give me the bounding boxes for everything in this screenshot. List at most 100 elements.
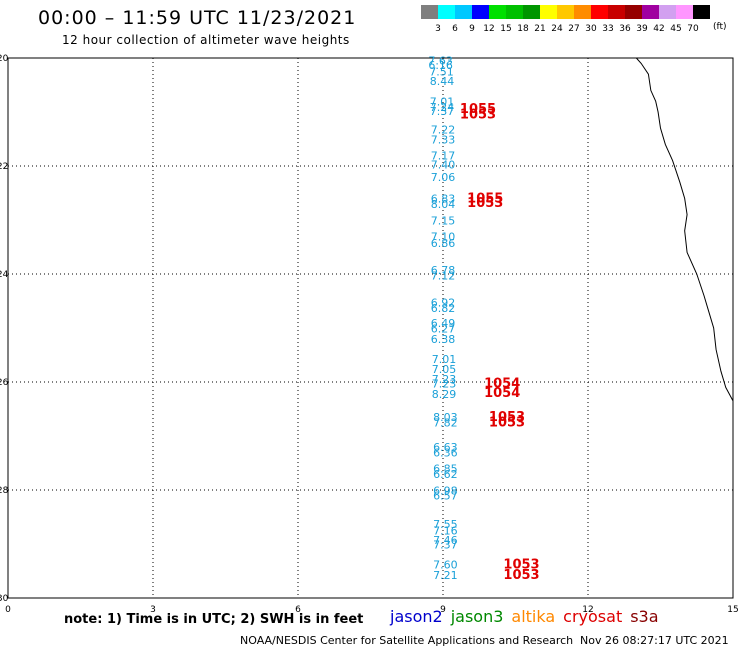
- legend-item-altika: altika: [511, 607, 556, 626]
- colorbar-swatch: [659, 5, 676, 19]
- x-tick-label: 9: [440, 605, 446, 615]
- colorbar-tick-label: 6: [452, 24, 458, 33]
- x-tick-label: 12: [582, 605, 593, 615]
- y-tick-label: -30: [0, 594, 9, 604]
- colorbar-tick-label: 15: [500, 24, 511, 33]
- colorbar-swatch: [625, 5, 642, 19]
- y-tick-label: -24: [0, 270, 9, 280]
- colorbar-swatch: [455, 5, 472, 19]
- swh-value-label: 6.92: [431, 296, 456, 309]
- swh-value-label: 7.05: [432, 363, 457, 376]
- swh-value-label: 6.98: [433, 484, 458, 497]
- swh-value-label: 7.37: [433, 538, 458, 551]
- footnote: note: 1) Time is in UTC; 2) SWH is in fe…: [64, 612, 364, 627]
- legend-item-s3a: s3a: [630, 607, 659, 626]
- swh-value-label: 6.86: [431, 237, 456, 250]
- colorbar-swatch: [523, 5, 540, 19]
- swh-value-label: 7.40: [431, 159, 456, 172]
- y-tick-label: -20: [0, 54, 9, 64]
- swh-value-label: 7.21: [433, 569, 458, 582]
- swh-value-label: 7.51: [429, 65, 454, 78]
- colorbar-tick-label: 27: [568, 24, 579, 33]
- colorbar-tick-label: 3: [435, 24, 441, 33]
- colorbar-swatch: [693, 5, 710, 19]
- swh-value-label: 7.23: [432, 373, 457, 386]
- swh-value-label: 6.16: [428, 59, 453, 72]
- swh-value-label: 7.16: [433, 524, 458, 537]
- swh-value-label: 6.36: [433, 447, 458, 460]
- colorbar-swatch: [608, 5, 625, 19]
- swh-value-label: 6.38: [431, 333, 456, 346]
- swh-value-label: 7.12: [431, 269, 456, 282]
- swh-value-label: 7.46: [433, 534, 458, 547]
- swh-value-label: 7.06: [431, 171, 456, 184]
- legend-item-jason2: jason2: [390, 607, 443, 626]
- pressure-label: 1053: [489, 415, 525, 430]
- colorbar-tick-label: 30: [585, 24, 597, 33]
- colorbar-tick-label: 9: [469, 24, 475, 33]
- swh-value-label: 7.37: [430, 105, 455, 118]
- swh-value-label: 8.04: [431, 198, 456, 211]
- swh-value-label: 8.29: [432, 388, 457, 401]
- pressure-label: 1054: [484, 376, 520, 391]
- colorbar-tick-label: 24: [551, 24, 563, 33]
- colorbar-tick-label: 21: [534, 24, 545, 33]
- swh-value-label: 6.27: [431, 322, 456, 335]
- generation-timestamp: Nov 26 08:27:17 UTC 2021: [580, 634, 729, 647]
- pressure-label: 1053: [503, 568, 539, 583]
- colorbar-swatch: [489, 5, 506, 19]
- coastline: [635, 57, 734, 402]
- swh-value-label: 6.63: [433, 441, 458, 454]
- colorbar-swatch: [421, 5, 438, 19]
- colorbar-tick-label: 45: [670, 24, 681, 33]
- legend-item-cryosat: cryosat: [563, 607, 623, 626]
- swh-value-label: 8.44: [430, 75, 455, 88]
- swh-value-label: 8.03: [433, 411, 458, 424]
- colorbar-tick-label: 36: [619, 24, 631, 33]
- colorbar-swatch: [676, 5, 693, 19]
- swh-value-label: 7.23: [432, 377, 457, 390]
- plot-frame: [7, 57, 734, 599]
- colorbar-swatch: [472, 5, 489, 19]
- chart-subtitle: 12 hour collection of altimeter wave hei…: [62, 33, 350, 47]
- swh-value-label: 6.83: [431, 193, 456, 206]
- swh-value-label: 7.24: [430, 101, 455, 114]
- swh-value-label: 7.82: [433, 416, 458, 429]
- swh-colorbar: 3 6 9 12 15 18 21 24 27 30 33 36 39 42 45 70: [421, 5, 710, 33]
- colorbar-swatch: [591, 5, 608, 19]
- colorbar-swatch: [540, 5, 557, 19]
- pressure-label: 1053: [460, 107, 496, 122]
- x-tick-label: 3: [150, 605, 156, 615]
- pressure-label: 1055: [460, 102, 496, 117]
- swh-value-label: 6.62: [433, 468, 458, 481]
- colorbar-units: (ft): [713, 22, 727, 32]
- pressure-label: 1053: [489, 410, 525, 425]
- swh-value-label: 6.78: [431, 264, 456, 277]
- swh-value-label: 7.17: [431, 150, 456, 163]
- colorbar-swatch: [574, 5, 591, 19]
- colorbar-tick-label: 42: [653, 24, 664, 33]
- y-tick-label: -28: [0, 486, 9, 496]
- colorbar-tick-label: 33: [602, 24, 613, 33]
- chart-title: 00:00 – 11:59 UTC 11/23/2021: [38, 7, 357, 29]
- colorbar-swatch: [506, 5, 523, 19]
- colorbar-tick-label: 12: [483, 24, 494, 33]
- swh-value-label: 7.33: [431, 133, 456, 146]
- x-tick-label: 15: [727, 605, 738, 615]
- swh-value-label: 7.63: [428, 54, 453, 67]
- swh-value-label: 7.01: [430, 96, 455, 109]
- swh-value-label: 7.10: [431, 231, 456, 244]
- y-tick-label: -26: [0, 378, 9, 388]
- swh-value-label: 7.01: [432, 353, 457, 366]
- swh-value-label: 6.49: [431, 317, 456, 330]
- colorbar-tick-label: 39: [636, 24, 648, 33]
- legend-item-jason3: jason3: [450, 607, 504, 626]
- satellite-legend: jason2 jason3 altika cryosat s3a: [390, 607, 667, 626]
- swh-value-label: 7.22: [431, 124, 456, 137]
- swh-value-label: 7.55: [433, 518, 458, 531]
- colorbar-swatch: [642, 5, 659, 19]
- y-tick-label: -22: [0, 162, 8, 172]
- colorbar-tick-label: 18: [517, 24, 529, 33]
- swh-value-label: 6.57: [433, 490, 458, 503]
